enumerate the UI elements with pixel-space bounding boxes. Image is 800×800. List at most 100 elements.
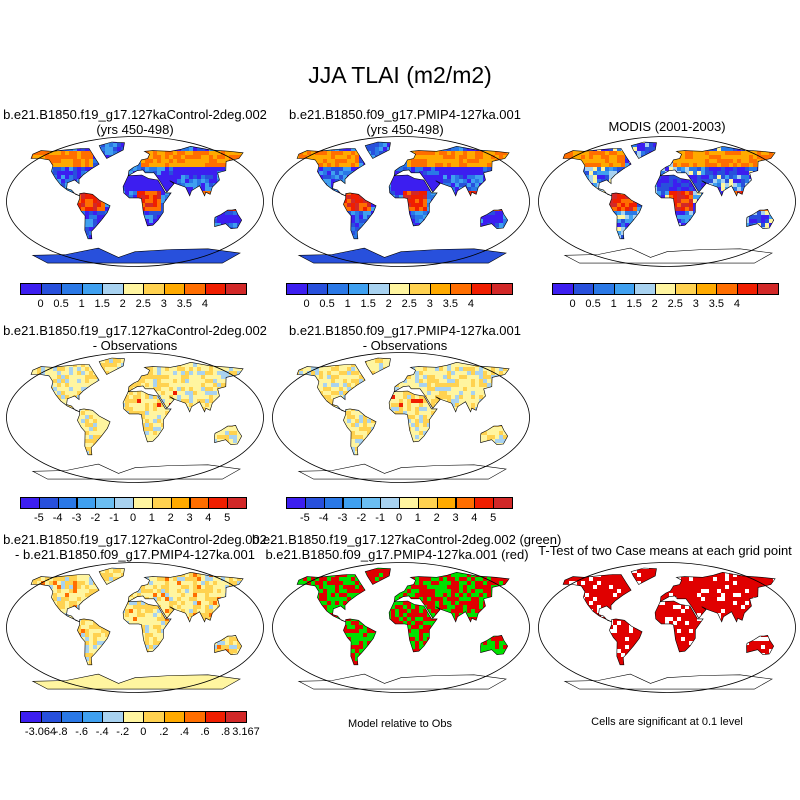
map-cell — [109, 219, 113, 223]
map-cell — [407, 187, 411, 191]
map-cell — [439, 227, 443, 231]
map-cell — [9, 175, 13, 179]
map-cell — [73, 175, 77, 179]
map-cell — [31, 251, 33, 255]
map-cell — [347, 155, 351, 159]
map-cell — [41, 255, 45, 259]
map-cell — [221, 243, 225, 247]
map-cell — [5, 139, 9, 143]
map-cell — [125, 231, 129, 235]
map-cell — [391, 211, 395, 215]
coastline — [393, 145, 510, 197]
map-cell — [149, 195, 153, 199]
map-cell — [141, 183, 145, 187]
map-cell — [177, 135, 181, 139]
map-cell — [585, 142, 589, 143]
map-cell — [125, 183, 129, 187]
map-cell — [625, 159, 629, 163]
map-cell — [749, 143, 753, 147]
map-cell — [221, 151, 225, 155]
map-cell — [257, 255, 261, 259]
map-cell — [287, 143, 291, 147]
map-cell — [21, 135, 25, 139]
map-cell — [379, 219, 383, 223]
map-cell — [411, 247, 415, 251]
map-cell — [761, 151, 765, 155]
map-cell — [399, 211, 403, 215]
map-cell — [435, 171, 439, 175]
map-cell — [33, 247, 37, 251]
map-cell — [217, 195, 221, 199]
map-cell — [347, 267, 351, 268]
map-cell — [145, 142, 149, 143]
map-cell — [245, 223, 249, 227]
map-cell — [793, 155, 797, 159]
map-cell — [379, 171, 383, 175]
map-cell — [657, 159, 661, 163]
map-cell — [315, 215, 319, 219]
map-cell — [709, 151, 713, 155]
map-cell — [25, 183, 29, 187]
map-cell — [283, 195, 287, 199]
map-cell — [439, 223, 443, 227]
map-cell — [311, 259, 315, 263]
map-cell — [205, 263, 209, 264]
map-cell — [503, 135, 507, 139]
map-cell — [483, 151, 487, 155]
map-cell — [245, 267, 249, 268]
map-cell — [125, 147, 129, 151]
map-cell — [363, 167, 367, 171]
map-cell — [253, 235, 257, 239]
map-cell — [455, 251, 459, 255]
map-cell — [431, 183, 435, 187]
map-cell — [447, 251, 451, 255]
map-cell — [299, 187, 303, 191]
map-cell — [403, 203, 407, 207]
map-cell — [109, 211, 113, 215]
map-cell — [475, 142, 479, 143]
map-cell — [343, 251, 347, 255]
map-cell — [141, 187, 145, 191]
map-cell — [49, 227, 53, 231]
map-cell — [343, 239, 347, 243]
map-cell — [455, 243, 459, 247]
map-cell — [81, 159, 85, 163]
map-cell — [391, 155, 395, 159]
map-cell — [65, 159, 69, 163]
map-cell — [57, 151, 61, 155]
map-cell — [133, 187, 137, 191]
map-cell — [105, 163, 109, 167]
map-cell — [173, 199, 177, 203]
map-cell — [37, 211, 41, 215]
map-cell — [443, 263, 447, 264]
map-cell — [499, 227, 503, 231]
map-cell — [21, 219, 25, 223]
map-cell — [455, 231, 459, 235]
map-cell — [197, 163, 201, 167]
map-cell — [451, 183, 455, 187]
map-cell — [157, 251, 161, 255]
map-cell — [181, 239, 185, 243]
map-cell — [427, 167, 431, 171]
map-cell — [81, 231, 85, 235]
map-cell — [173, 191, 177, 195]
map-cell — [769, 151, 773, 155]
map-cell — [355, 175, 359, 179]
map-cell — [141, 203, 145, 207]
map-cell — [467, 235, 471, 239]
map-cell — [355, 231, 359, 235]
map-cell — [573, 155, 577, 159]
map-cell — [741, 151, 745, 155]
map-cell — [283, 139, 287, 143]
map-cell — [93, 135, 97, 139]
map-cell — [487, 163, 491, 167]
map-cell — [347, 231, 351, 235]
map-cell — [101, 143, 105, 147]
map-cell — [475, 227, 479, 231]
map-cell — [427, 195, 431, 199]
map-cell — [383, 243, 387, 247]
map-cell — [5, 175, 9, 179]
map-cell — [249, 259, 253, 263]
map-cell — [253, 255, 257, 259]
map-cell — [565, 143, 569, 147]
